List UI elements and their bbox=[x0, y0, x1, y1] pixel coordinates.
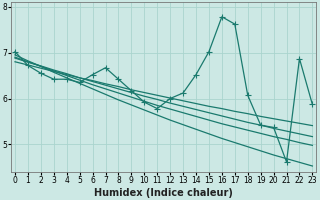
X-axis label: Humidex (Indice chaleur): Humidex (Indice chaleur) bbox=[94, 188, 233, 198]
